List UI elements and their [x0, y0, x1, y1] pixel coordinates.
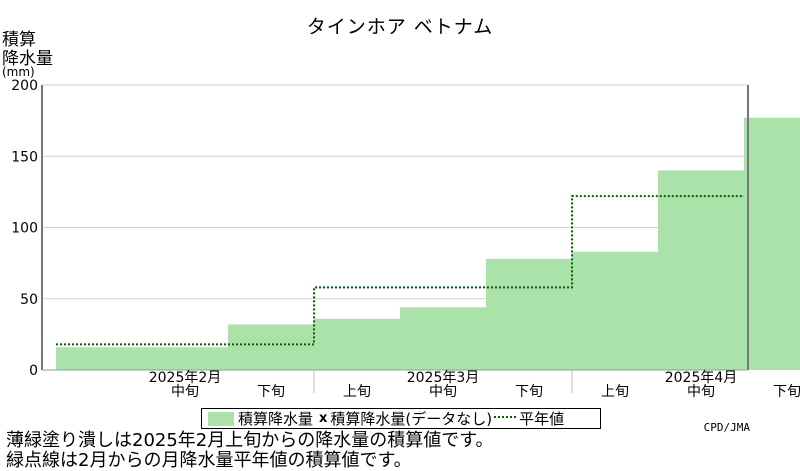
y-tick-label: 200: [11, 78, 38, 94]
axes: [41, 85, 749, 393]
bar: [400, 307, 486, 370]
bar: [658, 170, 744, 370]
legend: 積算降水量 x 積算降水量(データなし) 平年値: [201, 408, 601, 429]
y-ticks: 0 50 100 150 200: [11, 78, 38, 379]
y-tick-label: 0: [29, 363, 38, 379]
x-ticks: 中旬 下旬 上旬 中旬 下旬 上旬 中旬 下旬 2025年2月 2025年3月 2025年4月: [149, 370, 800, 400]
footnote-dotted: 緑点線は2月からの月降水量平年値の積算値です。: [6, 450, 412, 471]
legend-item-normal: 平年値: [519, 410, 565, 428]
bar: [744, 117, 800, 371]
legend-dotted-line: [494, 416, 517, 418]
normal-line: [56, 195, 744, 346]
x-month-label: 2025年4月: [665, 370, 738, 386]
x-tick-label: 上旬: [601, 384, 629, 400]
legend-item-bar: 積算降水量: [238, 410, 314, 428]
legend-marker-nodata: x: [319, 411, 328, 426]
credit-text: CPD/JMA: [703, 421, 750, 434]
x-month-label: 2025年2月: [149, 370, 222, 386]
x-tick-label: 下旬: [773, 384, 800, 400]
y-axis-label-line2: 降水量: [2, 49, 53, 69]
legend-swatch-bar: [208, 411, 234, 426]
normal-step-line: [56, 195, 744, 346]
y-axis-label-line1: 積算: [2, 30, 36, 50]
x-tick-label: 中旬: [171, 384, 199, 400]
bar: [572, 251, 658, 370]
bar: [228, 324, 314, 370]
x-tick-label: 中旬: [687, 384, 715, 400]
grid-lines: [42, 84, 748, 300]
x-tick-label: 下旬: [515, 384, 543, 400]
y-tick-label: 50: [20, 292, 38, 308]
y-tick-label: 150: [11, 149, 38, 165]
bar: [56, 347, 228, 370]
x-tick-label: 中旬: [429, 384, 457, 400]
bars: [56, 117, 800, 371]
y-tick-label: 100: [11, 221, 38, 237]
y-axis-unit: (mm): [2, 65, 35, 79]
legend-item-nodata: 積算降水量(データなし): [330, 410, 493, 428]
x-month-label: 2025年3月: [407, 370, 480, 386]
x-tick-label: 下旬: [257, 384, 285, 400]
footnote-fill: 薄緑塗り潰しは2025年2月上旬からの降水量の積算値です。: [6, 430, 494, 451]
chart-title: タインホア ベトナム: [306, 16, 494, 38]
bar: [486, 258, 572, 370]
bar: [314, 318, 400, 370]
x-tick-label: 上旬: [343, 384, 371, 400]
